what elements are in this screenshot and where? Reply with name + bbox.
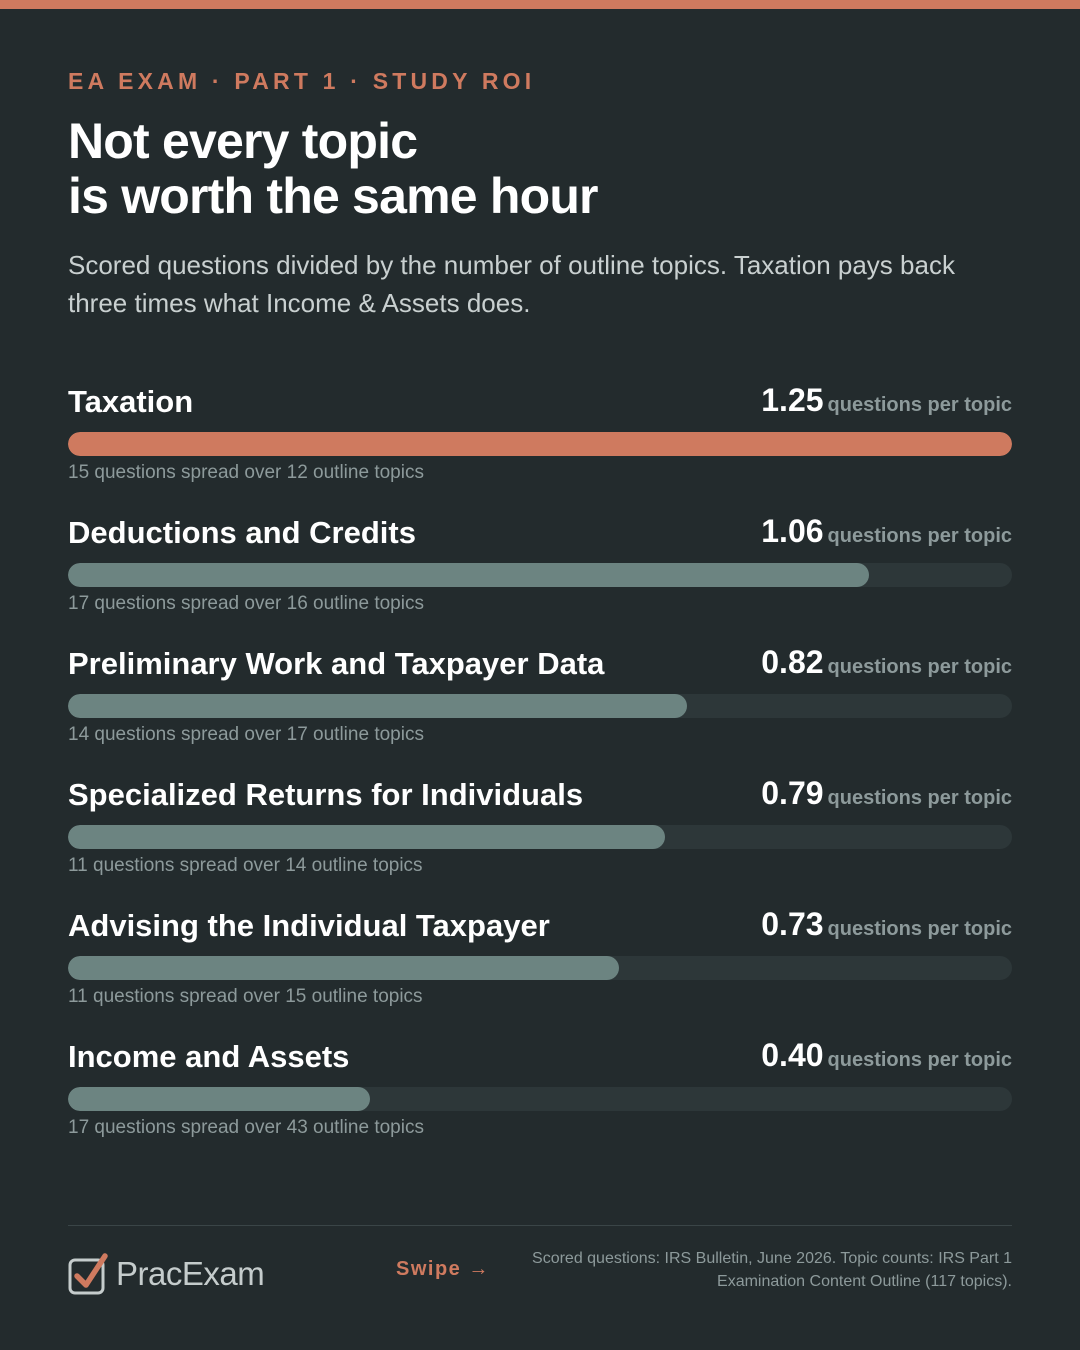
value-readout: 0.73 questions per topic xyxy=(761,906,1012,943)
source-line-2: Examination Content Outline (117 topics)… xyxy=(717,1273,1012,1290)
value-label: 1.25 xyxy=(761,382,824,418)
logo-text: PracExam xyxy=(116,1255,265,1292)
row-note: 14 questions spread over 17 outline topi… xyxy=(68,724,424,745)
swipe-link[interactable]: Swipe → xyxy=(396,1258,490,1280)
category-label: Preliminary Work and Taxpayer Data xyxy=(68,646,605,681)
row-note: 15 questions spread over 12 outline topi… xyxy=(68,462,424,483)
top-accent-bar xyxy=(0,0,1080,9)
category-label: Advising the Individual Taxpayer xyxy=(68,908,550,943)
value-unit-label: questions per topic xyxy=(827,1049,1012,1071)
category-label: Income and Assets xyxy=(68,1039,350,1074)
bar-track xyxy=(68,825,1012,849)
chart-row: Preliminary Work and Taxpayer Data 0.82 qu… xyxy=(68,642,1012,773)
value-label: 0.79 xyxy=(761,775,824,811)
source-line-1: Scored questions: IRS Bulletin, June 202… xyxy=(532,1250,1012,1267)
value-unit-label: questions per topic xyxy=(827,918,1012,940)
subtitle: Scored questions divided by the number o… xyxy=(68,250,955,318)
bar xyxy=(68,956,620,980)
row-note: 17 questions spread over 16 outline topi… xyxy=(68,593,424,614)
value-label: 1.06 xyxy=(761,513,824,549)
value-label: 0.40 xyxy=(761,1037,824,1073)
bar-track xyxy=(68,956,1012,980)
title-line-2: is worth the same hour xyxy=(68,168,599,224)
pracexam-logo: PracExam xyxy=(68,1251,265,1297)
bar-track xyxy=(68,563,1012,587)
chart-row: Income and Assets 0.40 questions per topic… xyxy=(68,1035,1012,1166)
bar xyxy=(68,825,665,849)
bar xyxy=(68,1087,371,1111)
bar-track xyxy=(68,694,1012,718)
eyebrow-label: EA EXAM · PART 1 · STUDY ROI xyxy=(68,68,536,94)
bar xyxy=(68,563,869,587)
title-line-1: Not every topic xyxy=(68,113,418,169)
row-note: 17 questions spread over 43 outline topi… xyxy=(68,1117,424,1138)
source-note: Scored questions: IRS Bulletin, June 202… xyxy=(452,1247,1012,1293)
value-unit-label: questions per topic xyxy=(827,656,1012,678)
category-label: Deductions and Credits xyxy=(68,515,416,550)
row-note: 11 questions spread over 15 outline topi… xyxy=(68,986,423,1007)
row-note: 11 questions spread over 14 outline topi… xyxy=(68,855,423,876)
bar-track xyxy=(68,432,1012,456)
value-label: 0.82 xyxy=(761,644,824,680)
value-label: 0.73 xyxy=(761,906,824,942)
footer-divider xyxy=(68,1225,1012,1226)
value-readout: 0.82 questions per topic xyxy=(761,644,1012,681)
chart-row: Specialized Returns for Individuals 0.79 q… xyxy=(68,773,1012,904)
bar-chart: Taxation 1.25 questions per topic 15 questi… xyxy=(68,380,1012,1166)
value-readout: 0.40 questions per topic xyxy=(761,1037,1012,1074)
chart-row: Advising the Individual Taxpayer 0.73 ques… xyxy=(68,904,1012,1035)
category-label: Taxation xyxy=(68,384,194,419)
value-readout: 1.06 questions per topic xyxy=(761,513,1012,550)
value-readout: 1.25 questions per topic xyxy=(761,382,1012,419)
bar xyxy=(68,432,1012,456)
chart-row: Deductions and Credits 1.06 questions per … xyxy=(68,511,1012,642)
chart-row: Taxation 1.25 questions per topic 15 questi… xyxy=(68,380,1012,511)
checkbox-logo-icon xyxy=(68,1253,108,1295)
page-title: Not every topic is worth the same hour xyxy=(68,113,599,224)
value-unit-label: questions per topic xyxy=(827,787,1012,809)
bar-track xyxy=(68,1087,1012,1111)
value-readout: 0.79 questions per topic xyxy=(761,775,1012,812)
value-unit-label: questions per topic xyxy=(827,394,1012,416)
category-label: Specialized Returns for Individuals xyxy=(68,777,584,812)
bar xyxy=(68,694,688,718)
value-unit-label: questions per topic xyxy=(827,525,1012,547)
